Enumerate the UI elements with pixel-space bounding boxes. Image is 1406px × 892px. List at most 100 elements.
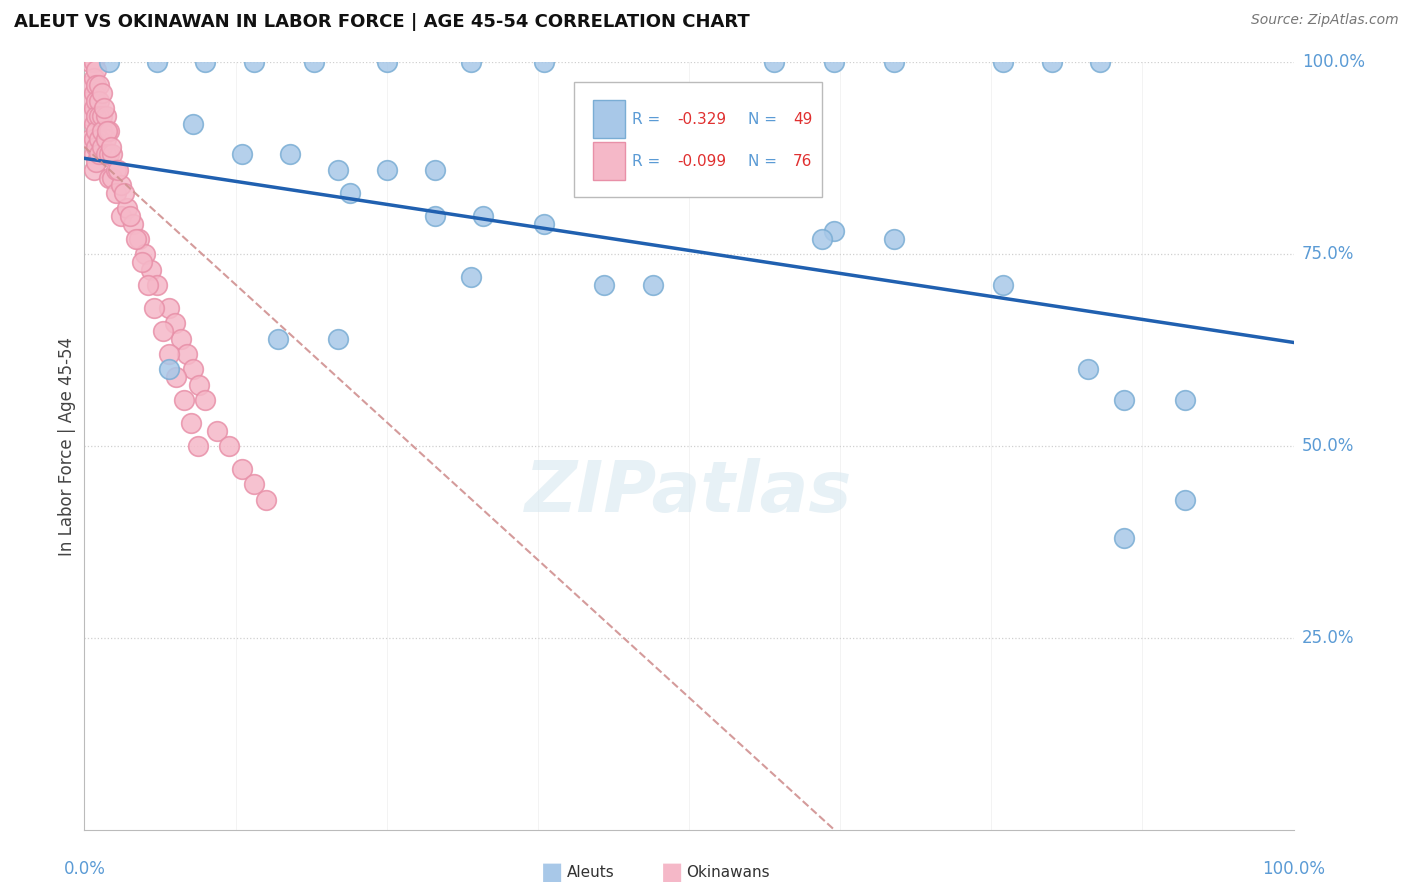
Point [94,109,117,123]
Point [138,277,160,292]
Point [187,439,209,453]
Point [157,347,180,361]
Point [231,147,253,161]
Point [993,55,1015,70]
Point [1114,392,1136,407]
Text: 76: 76 [793,153,813,169]
Point [86,78,108,93]
Point [242,55,264,70]
Point [97,55,120,70]
Point [460,270,482,285]
Point [423,162,446,177]
Point [328,332,350,346]
Point [87,132,110,146]
Text: 100.0%: 100.0% [1263,860,1324,878]
Point [110,209,132,223]
Text: -0.329: -0.329 [676,112,725,127]
Point [101,147,124,161]
Y-axis label: In Labor Force | Age 45-54: In Labor Force | Age 45-54 [58,336,76,556]
Text: 75.0%: 75.0% [1302,245,1354,263]
Point [157,301,180,315]
Point [86,155,108,169]
Point [87,147,110,161]
Point [1088,55,1111,70]
Point [146,55,169,70]
Point [883,232,905,246]
Point [157,362,180,376]
Point [472,209,495,223]
Point [104,162,127,177]
Point [86,124,108,138]
Point [83,147,105,161]
Point [188,377,211,392]
Point [242,477,264,491]
Point [96,124,118,138]
Point [120,209,142,223]
Point [762,55,785,70]
Point [460,55,482,70]
Point [97,124,120,138]
Point [328,162,350,177]
Point [165,316,187,330]
Point [593,277,616,292]
Point [176,347,198,361]
Point [1174,492,1197,507]
Text: ZIPatlas: ZIPatlas [526,458,852,526]
Text: ■: ■ [661,861,683,884]
Point [104,186,127,200]
Point [91,124,114,138]
Point [91,86,114,100]
Point [181,362,204,376]
Text: R =: R = [633,112,665,127]
Point [339,186,361,200]
Point [86,94,108,108]
Text: ALEUT VS OKINAWAN IN LABOR FORCE | AGE 45-54 CORRELATION CHART: ALEUT VS OKINAWAN IN LABOR FORCE | AGE 4… [14,13,749,31]
Point [194,55,217,70]
Text: 100.0%: 100.0% [1302,54,1365,71]
Point [91,140,114,154]
Text: ■: ■ [541,861,564,884]
Point [823,55,845,70]
Point [86,63,108,78]
Point [86,140,108,154]
Point [533,55,555,70]
Point [83,102,105,116]
Point [83,117,105,131]
Point [180,416,202,430]
Text: Source: ZipAtlas.com: Source: ZipAtlas.com [1251,13,1399,28]
Point [91,109,114,123]
Text: -0.099: -0.099 [676,153,725,169]
Point [110,178,132,193]
Point [79,109,101,123]
Point [93,102,115,116]
Point [883,55,905,70]
Point [83,162,105,177]
Point [823,224,845,238]
Text: 50.0%: 50.0% [1302,437,1354,455]
Point [139,262,162,277]
Point [94,147,117,161]
Point [107,162,129,177]
Point [79,132,101,146]
Point [97,170,120,185]
Point [83,55,105,70]
Point [83,86,105,100]
Point [115,201,138,215]
Text: 25.0%: 25.0% [1302,629,1354,647]
Point [173,392,195,407]
Point [97,147,120,161]
Point [375,162,398,177]
Text: R =: R = [633,153,665,169]
Point [143,301,166,315]
Point [79,55,101,70]
Point [423,209,446,223]
Point [128,232,150,246]
Point [218,439,240,453]
Point [1114,531,1136,545]
FancyBboxPatch shape [574,81,823,197]
Point [100,140,122,154]
Point [83,132,105,146]
Point [641,277,664,292]
Point [1040,55,1063,70]
Point [121,217,143,231]
